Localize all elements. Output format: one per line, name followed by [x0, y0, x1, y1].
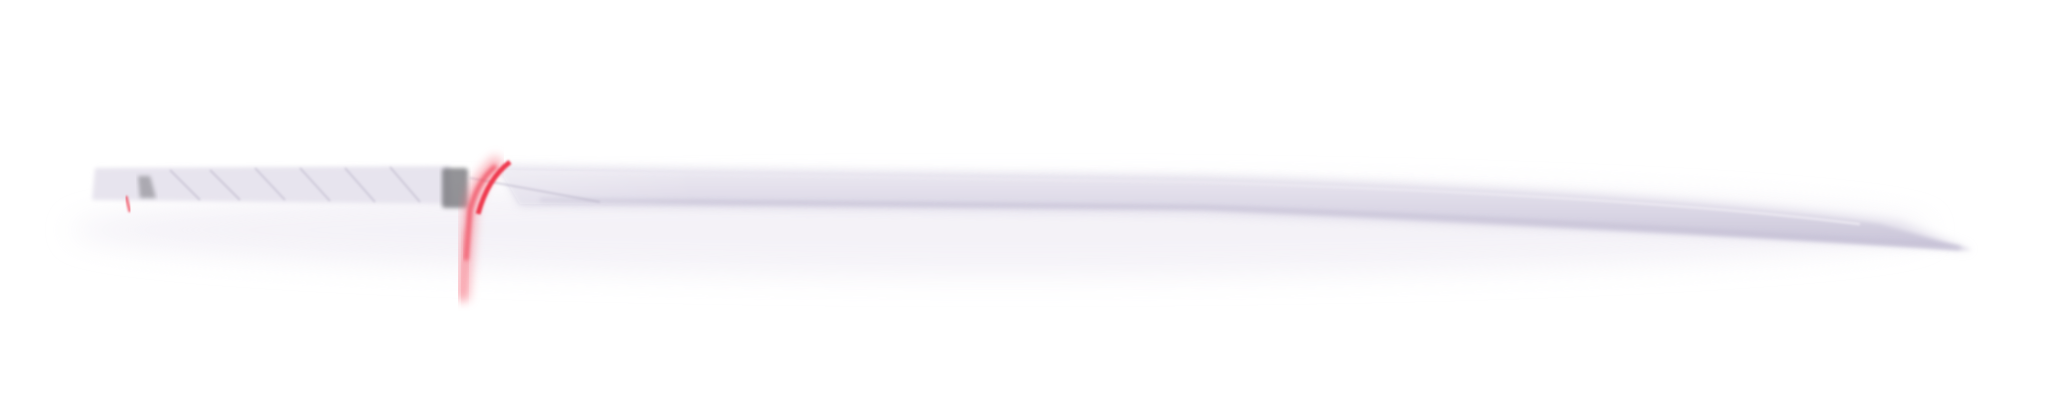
handle: [92, 166, 452, 213]
guard: [442, 154, 512, 301]
blade: [469, 166, 1972, 250]
